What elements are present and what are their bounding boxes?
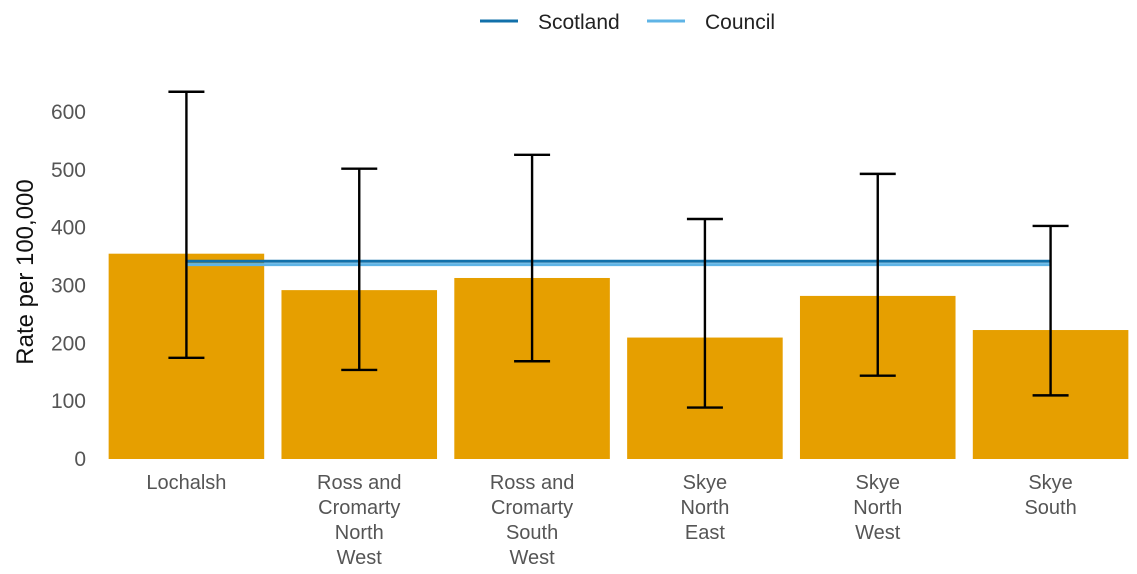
- x-tick-label: Lochalsh: [146, 472, 226, 494]
- x-tick-label: Skye: [1028, 472, 1072, 494]
- x-tick-label: Cromarty: [318, 497, 400, 519]
- x-tick-label: West: [855, 522, 901, 544]
- x-tick-label: Ross and: [490, 472, 575, 494]
- x-tick-label: West: [337, 547, 383, 569]
- x-tick-label: North: [335, 522, 384, 544]
- x-tick-label: East: [685, 522, 725, 544]
- y-axis-title: Rate per 100,000: [12, 179, 39, 364]
- x-tick-label: North: [853, 497, 902, 519]
- y-tick-label: 200: [51, 332, 86, 355]
- y-axis-ticks: 0 100 200 300 400 500 600: [51, 101, 86, 471]
- x-tick-label: North: [680, 497, 729, 519]
- reference-lines: [186, 259, 1051, 267]
- x-tick-label: South: [1024, 497, 1076, 519]
- y-tick-label: 500: [51, 159, 86, 182]
- x-axis-labels: Lochalsh Ross and Cromarty North West Ross an…: [146, 472, 1076, 569]
- x-tick-label: Cromarty: [491, 497, 573, 519]
- legend-label-council: Council: [705, 11, 775, 34]
- error-bars: [168, 90, 1069, 409]
- x-tick-label: Skye: [856, 472, 900, 494]
- y-tick-label: 100: [51, 390, 86, 413]
- y-tick-label: 0: [74, 448, 86, 471]
- y-tick-label: 600: [51, 101, 86, 124]
- x-tick-label: Skye: [683, 472, 727, 494]
- x-tick-label: West: [509, 547, 555, 569]
- bars: [108, 253, 1129, 459]
- y-tick-label: 300: [51, 275, 86, 298]
- legend: Scotland Council: [480, 11, 775, 34]
- legend-label-scotland: Scotland: [538, 11, 620, 34]
- x-tick-label: Ross and: [317, 472, 402, 494]
- x-tick-label: South: [506, 522, 558, 544]
- y-tick-label: 400: [51, 217, 86, 240]
